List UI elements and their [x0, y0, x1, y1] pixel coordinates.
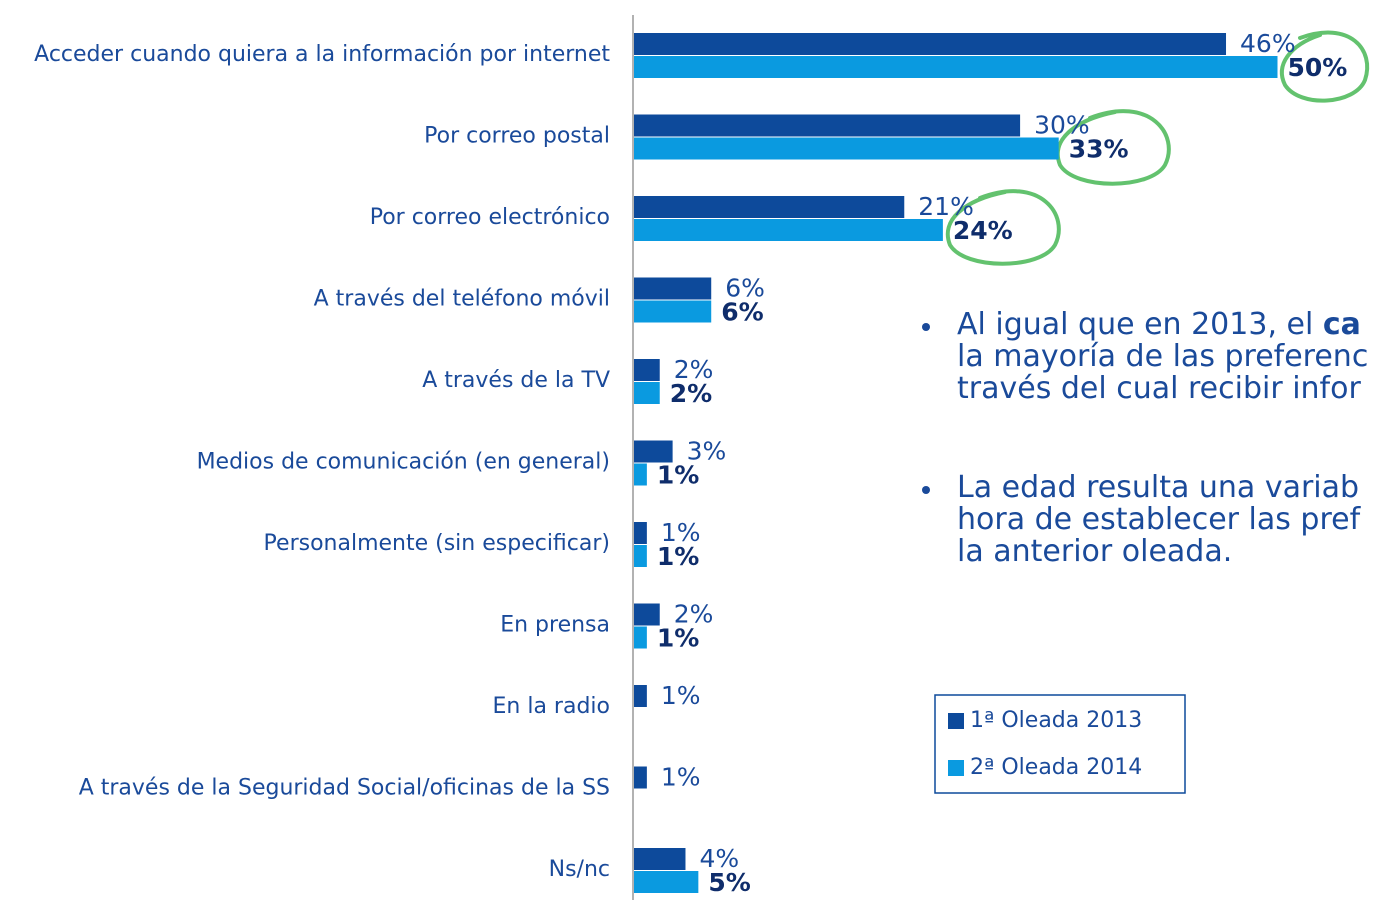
- bullet-line: la mayoría de las preferenc: [957, 339, 1368, 374]
- value-label: 2%: [670, 379, 712, 408]
- value-label: 4%: [699, 844, 739, 873]
- bar: [634, 114, 1021, 137]
- value-label: 2%: [674, 600, 714, 629]
- category-label: A través del teléfono móvil: [314, 287, 610, 312]
- bar: [634, 300, 712, 323]
- bullet-text: hora de establecer las pref: [957, 502, 1362, 537]
- value-label: 5%: [708, 868, 750, 897]
- value-label: 21%: [918, 192, 974, 221]
- highlight-circle: [1056, 109, 1171, 186]
- bullet-dot: [922, 323, 930, 331]
- highlight-circles: [946, 30, 1370, 266]
- value-label: 1%: [661, 681, 701, 710]
- bullet-line: hora de establecer las pref: [957, 502, 1362, 537]
- value-label: 1%: [661, 763, 701, 792]
- category-label: Ns/nc: [549, 857, 610, 882]
- category-label: En prensa: [500, 613, 610, 638]
- value-label: 33%: [1069, 135, 1129, 164]
- category-label: A través de la Seguridad Social/oficinas…: [79, 776, 610, 801]
- value-label: 24%: [953, 216, 1013, 245]
- bar: [634, 219, 943, 241]
- bar: [634, 848, 686, 870]
- bar: [634, 766, 647, 789]
- category-label: Por correo electrónico: [370, 205, 610, 230]
- category-label: A través de la TV: [422, 368, 610, 393]
- bullet-line: Al igual que en 2013, el: [957, 307, 1323, 342]
- value-label: 1%: [657, 461, 699, 490]
- bar: [634, 871, 699, 893]
- legend-swatch: [948, 760, 964, 776]
- category-label: Personalmente (sin especificar): [264, 531, 610, 556]
- value-label: 6%: [725, 274, 765, 303]
- bar: [634, 545, 647, 567]
- category-label: Acceder cuando quiera a la información p…: [34, 42, 610, 67]
- category-label: Por correo postal: [424, 124, 610, 149]
- bullet-text: la mayoría de las preferenc: [957, 339, 1368, 374]
- bar: [634, 440, 673, 463]
- bar: [634, 196, 905, 218]
- highlight-circle: [946, 189, 1061, 266]
- bullet-text: la anterior oleada.: [957, 534, 1232, 569]
- bar: [634, 603, 660, 626]
- bullet-dot: [922, 486, 930, 494]
- category-label: Medios de comunicación (en general): [197, 450, 610, 475]
- value-label: 3%: [687, 437, 727, 466]
- value-label: 46%: [1240, 29, 1296, 58]
- bullet-line: La edad resulta una variab: [957, 470, 1359, 505]
- legend-box: [934, 694, 1186, 794]
- legend-swatch: [948, 713, 964, 729]
- bullet-bold: ca: [1323, 307, 1361, 342]
- value-label: 2%: [674, 355, 714, 384]
- bar: [634, 522, 647, 544]
- value-label: 50%: [1288, 53, 1348, 82]
- bar: [634, 137, 1059, 160]
- bar: [634, 33, 1227, 55]
- highlight-circle: [1279, 30, 1370, 103]
- bar: [634, 277, 712, 300]
- value-label: 6%: [721, 298, 763, 327]
- bullet-text: Al igual que en 2013, el ca: [957, 307, 1361, 342]
- value-label: 1%: [657, 624, 699, 653]
- bullet-text: través del cual recibir infor: [957, 371, 1361, 406]
- value-label: 1%: [661, 518, 701, 547]
- bar: [634, 685, 647, 707]
- bar: [634, 382, 660, 404]
- bar: [634, 463, 647, 486]
- bullet-line: través del cual recibir infor: [957, 371, 1361, 406]
- bar: [634, 56, 1278, 78]
- legend-label: 1ª Oleada 2013: [970, 708, 1142, 733]
- bar: [634, 359, 660, 381]
- bar: [634, 626, 647, 649]
- bullet-line: la anterior oleada.: [957, 534, 1232, 569]
- value-label: 30%: [1034, 111, 1090, 140]
- value-label: 1%: [657, 542, 699, 571]
- category-label: En la radio: [493, 694, 611, 719]
- bullet-text: La edad resulta una variab: [957, 470, 1359, 505]
- legend-label: 2ª Oleada 2014: [970, 755, 1142, 780]
